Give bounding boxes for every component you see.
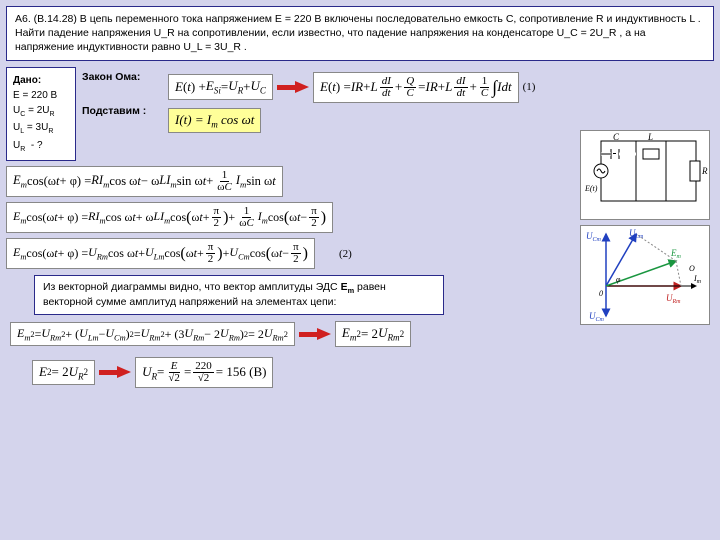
eq-6b: UR = E√2 = 220√2 = 156 (В) <box>135 357 273 388</box>
eq-5a: Em2 = URm2 + (ULm − UCm)2 = URm2 + (3URm… <box>10 322 295 346</box>
svg-text:E(t): E(t) <box>584 184 598 193</box>
circuit-diagram: C L R E(t) <box>580 130 710 220</box>
problem-text: А6. (В.14.28) В цепь переменного тока на… <box>15 13 701 53</box>
problem-statement: А6. (В.14.28) В цепь переменного тока на… <box>6 6 714 61</box>
svg-text:Im: Im <box>693 274 702 285</box>
given-line-0: E = 220 В <box>13 90 57 101</box>
ohm-label: Закон Ома: <box>82 71 162 83</box>
eq-5b: Em2 = 2URm2 <box>335 321 411 347</box>
given-line-3: UR - ? <box>13 140 43 151</box>
svg-text:UCm: UCm <box>589 311 605 323</box>
given-title: Дано: <box>13 75 41 86</box>
eq2-number: (2) <box>339 248 352 260</box>
given-line-2: UL = 3UR <box>13 122 53 133</box>
svg-text:φ: φ <box>616 275 621 284</box>
phasor-diagram: UCm ULm Em Im URm UCm O φ 0 <box>580 225 710 325</box>
current-eq: I(t) = Im cos ωt <box>168 108 261 134</box>
law-labels: Закон Ома: Подставим : <box>82 67 162 162</box>
svg-text:C: C <box>613 132 620 142</box>
svg-text:O: O <box>689 264 695 273</box>
eq-2: Em cos(ωt + φ) = RIm cos ωt − ωLIm sin ω… <box>6 166 283 197</box>
arrow-icon <box>299 328 331 340</box>
svg-text:ULm: ULm <box>629 228 644 240</box>
eq-1b: E(t) = IR + LdIdt + QC = IR + LdIdt + 1C… <box>313 72 519 103</box>
arrow-icon <box>277 81 309 93</box>
eq-6a: E2 = 2UR2 <box>32 360 95 386</box>
conclusion-text: Из векторной диаграммы видно, что вектор… <box>43 281 386 308</box>
eq-1a: E(t) + ESi = UR + UC <box>168 74 273 100</box>
svg-text:L: L <box>647 132 653 142</box>
subst-label: Подставим : <box>82 105 162 117</box>
svg-text:R: R <box>701 166 708 176</box>
svg-text:UCm: UCm <box>586 231 602 243</box>
given-line-1: UC = 2UR <box>13 105 55 116</box>
svg-text:0: 0 <box>599 289 603 298</box>
given-box: Дано: E = 220 В UC = 2UR UL = 3UR UR - ? <box>6 67 76 162</box>
eq-4: Em cos(ωt + φ) = URm cos ωt + ULm cos(ωt… <box>6 238 315 269</box>
conclusion-box: Из векторной диаграммы видно, что вектор… <box>34 275 444 315</box>
eq-line-6: E2 = 2UR2 UR = E√2 = 220√2 = 156 (В) <box>32 357 714 388</box>
svg-text:URm: URm <box>666 293 681 305</box>
eq1-number: (1) <box>523 81 536 93</box>
eq-3: Em cos(ωt + φ) = RIm cos ωt + ωLIm cos(ω… <box>6 202 333 233</box>
arrow-icon <box>99 366 131 378</box>
